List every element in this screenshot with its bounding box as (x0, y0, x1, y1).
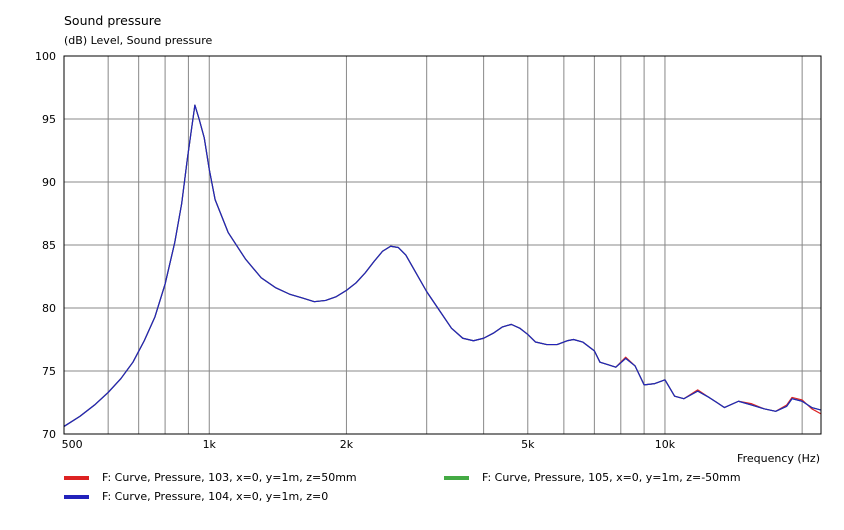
y-tick-label: 90 (42, 176, 56, 189)
legend-swatch (64, 495, 89, 499)
legend-label: F: Curve, Pressure, 105, x=0, y=1m, z=-5… (482, 471, 741, 484)
legend-swatch (64, 476, 89, 480)
legend-swatch (444, 476, 469, 480)
legend-label: F: Curve, Pressure, 104, x=0, y=1m, z=0 (102, 490, 328, 503)
x-tick-label: 5k (521, 438, 535, 451)
y-tick-label: 80 (42, 302, 56, 315)
x-tick-label: 500 (62, 438, 83, 451)
y-tick-label: 85 (42, 239, 56, 252)
series-lines (63, 104, 822, 427)
chart-title: Sound pressure (64, 13, 162, 28)
chart-subtitle: (dB) Level, Sound pressure (64, 34, 213, 47)
y-tick-label: 100 (35, 50, 56, 63)
x-tick-label: 1k (203, 438, 217, 451)
series-line-3 (63, 104, 822, 427)
y-tick-label: 95 (42, 113, 56, 126)
y-tick-label: 75 (42, 365, 56, 378)
grid (64, 56, 821, 434)
x-axis-ticks: 500 1k 2k 5k 10k (62, 438, 676, 451)
series-line-1 (63, 104, 822, 427)
x-tick-label: 2k (340, 438, 354, 451)
x-axis-label: Frequency (Hz) (737, 452, 820, 465)
legend: F: Curve, Pressure, 103, x=0, y=1m, z=50… (64, 471, 741, 503)
legend-label: F: Curve, Pressure, 103, x=0, y=1m, z=50… (102, 471, 357, 484)
x-tick-label: 10k (655, 438, 676, 451)
y-tick-label: 70 (42, 428, 56, 441)
plot-frame (63, 55, 822, 435)
series-line-2 (63, 104, 822, 427)
y-axis-ticks: 70 75 80 85 90 95 100 (35, 50, 56, 441)
